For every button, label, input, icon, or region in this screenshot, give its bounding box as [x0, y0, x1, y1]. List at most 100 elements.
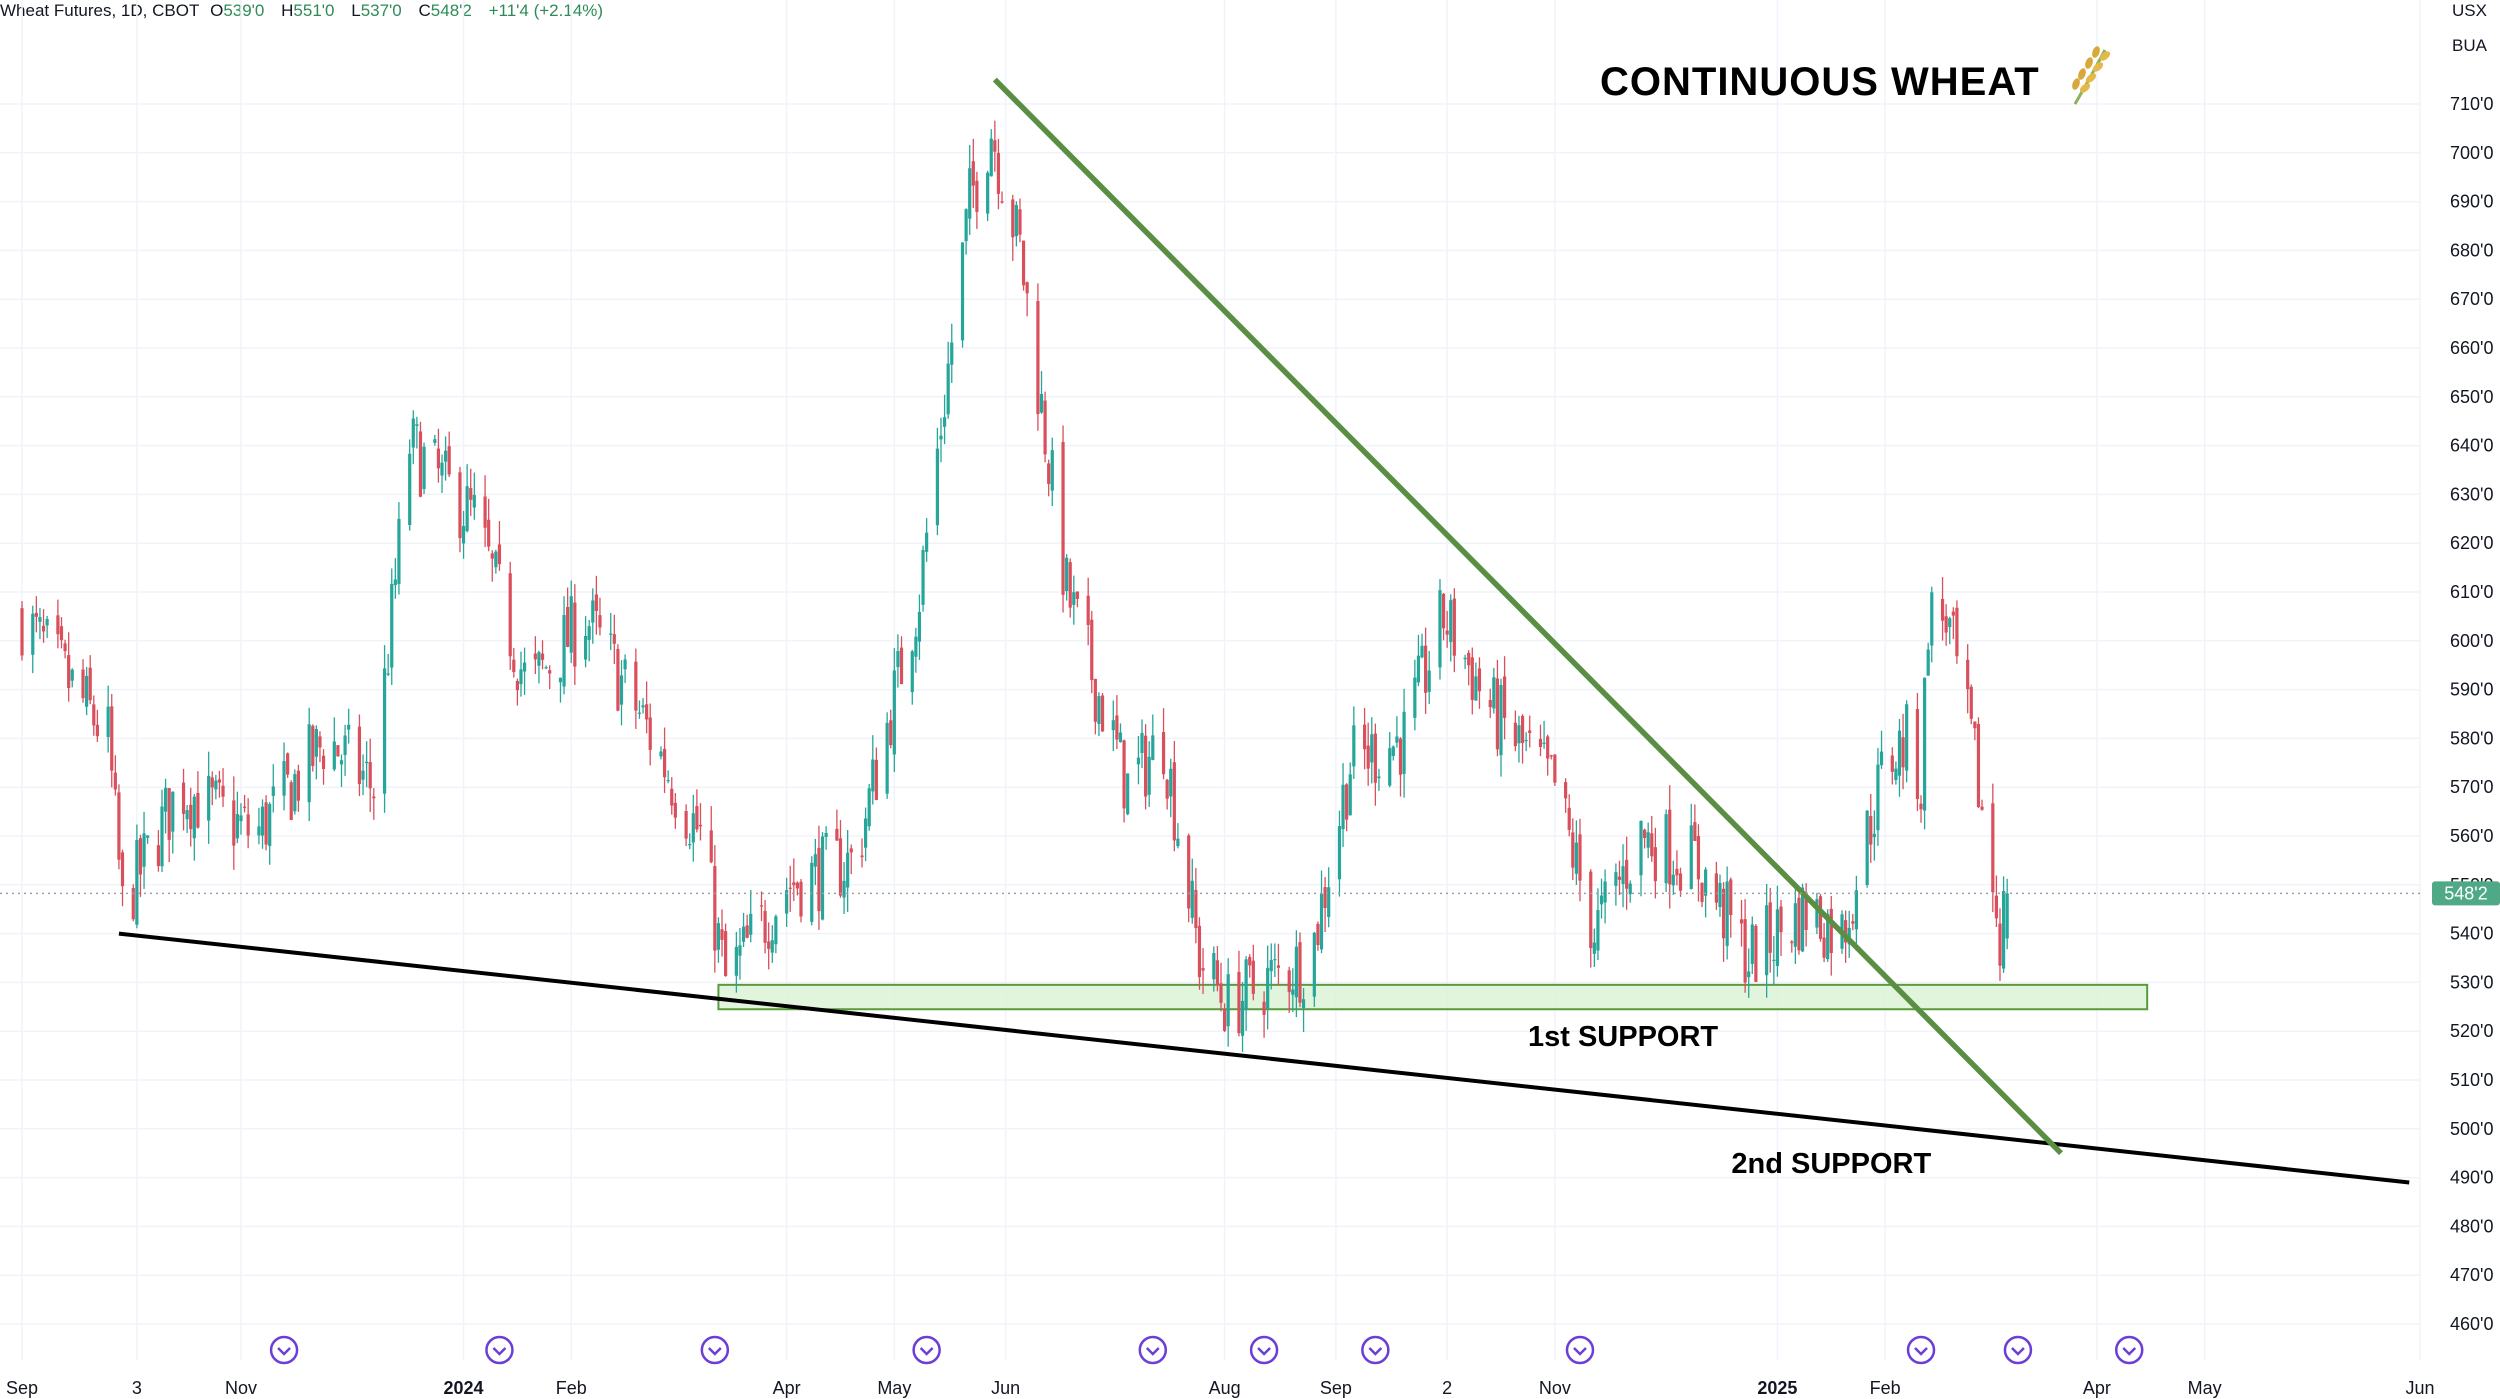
long-term-support-line[interactable]	[118, 931, 2410, 1185]
candle[interactable]	[770, 925, 774, 963]
candle[interactable]	[1222, 1003, 1227, 1033]
candle[interactable]	[156, 830, 161, 872]
candle[interactable]	[871, 735, 875, 805]
candle[interactable]	[1413, 659, 1417, 731]
candle[interactable]	[767, 922, 771, 970]
candle[interactable]	[1930, 586, 1934, 663]
candle[interactable]	[1488, 688, 1492, 718]
candle[interactable]	[1725, 866, 1729, 960]
candle[interactable]	[1955, 600, 1959, 664]
candle[interactable]	[1739, 899, 1744, 947]
candle[interactable]	[519, 651, 523, 697]
candle[interactable]	[1940, 577, 1945, 641]
candle[interactable]	[695, 789, 699, 833]
candle[interactable]	[1093, 678, 1097, 735]
candle[interactable]	[522, 647, 527, 696]
candle[interactable]	[1653, 827, 1657, 899]
candle[interactable]	[960, 242, 965, 348]
candle[interactable]	[63, 639, 67, 659]
candle[interactable]	[1829, 895, 1833, 976]
candle[interactable]	[59, 617, 64, 649]
candle[interactable]	[1047, 459, 1051, 497]
event-marker-icon[interactable]	[485, 1335, 514, 1365]
candle[interactable]	[558, 677, 563, 703]
candle[interactable]	[1463, 654, 1467, 669]
candle[interactable]	[1201, 948, 1205, 994]
candle[interactable]	[1316, 921, 1320, 951]
candle[interactable]	[942, 394, 947, 445]
candle[interactable]	[257, 807, 261, 845]
candle[interactable]	[1915, 693, 1920, 811]
candle[interactable]	[239, 803, 243, 835]
candle[interactable]	[368, 738, 372, 813]
candle[interactable]	[1520, 714, 1525, 764]
candle[interactable]	[1951, 607, 1955, 640]
candle[interactable]	[1765, 884, 1769, 998]
candle[interactable]	[192, 793, 196, 861]
event-marker-icon[interactable]	[700, 1335, 730, 1365]
candle[interactable]	[1212, 946, 1216, 992]
candle[interactable]	[1011, 194, 1015, 261]
candle[interactable]	[1639, 820, 1643, 897]
candle[interactable]	[1625, 836, 1629, 910]
candle[interactable]	[860, 838, 864, 868]
candle[interactable]	[950, 323, 954, 384]
candle[interactable]	[160, 789, 164, 873]
candle[interactable]	[497, 521, 502, 571]
candle[interactable]	[734, 931, 738, 993]
candle[interactable]	[1714, 861, 1718, 910]
candle[interactable]	[813, 838, 817, 886]
candle[interactable]	[896, 634, 900, 688]
candle[interactable]	[792, 858, 796, 901]
candle[interactable]	[339, 754, 344, 787]
price-axis[interactable]: 460'0 470'0 480'0 490'0 500'0 510'0 520'0 530'0…	[2432, 94, 2500, 1334]
candle[interactable]	[343, 724, 347, 776]
candle[interactable]	[1262, 991, 1266, 1038]
candle[interactable]	[591, 588, 595, 644]
candle[interactable]	[1754, 924, 1758, 983]
candle[interactable]	[1165, 778, 1169, 810]
candle[interactable]	[242, 794, 247, 813]
candle[interactable]	[666, 770, 670, 784]
candle[interactable]	[135, 824, 139, 929]
candle[interactable]	[659, 746, 663, 760]
candle[interactable]	[824, 826, 828, 850]
candle[interactable]	[1542, 720, 1546, 749]
candle[interactable]	[260, 799, 265, 849]
candle[interactable]	[465, 464, 469, 533]
candle[interactable]	[1790, 940, 1794, 953]
event-marker-icon[interactable]	[1906, 1335, 1936, 1365]
candle[interactable]	[1704, 867, 1708, 918]
candle[interactable]	[1395, 716, 1399, 748]
candle[interactable]	[720, 909, 724, 957]
candle[interactable]	[1169, 758, 1173, 818]
candle[interactable]	[1251, 944, 1255, 1001]
candle[interactable]	[393, 558, 397, 599]
event-marker-icon[interactable]	[1565, 1335, 1595, 1365]
candle[interactable]	[386, 653, 390, 677]
candle[interactable]	[1176, 823, 1180, 849]
candle[interactable]	[1036, 283, 1040, 431]
candle[interactable]	[864, 807, 868, 862]
candle[interactable]	[1452, 588, 1456, 673]
candle[interactable]	[885, 712, 889, 799]
candle[interactable]	[795, 881, 800, 896]
candle[interactable]	[594, 575, 598, 635]
candle[interactable]	[1075, 591, 1080, 608]
candle[interactable]	[817, 825, 821, 930]
candle[interactable]	[81, 659, 85, 703]
candle[interactable]	[185, 804, 189, 834]
candle[interactable]	[289, 780, 293, 821]
candle[interactable]	[1025, 281, 1029, 317]
candle[interactable]	[1944, 604, 1948, 646]
event-marker-icon[interactable]	[1249, 1335, 1279, 1365]
candle[interactable]	[56, 599, 60, 649]
candle[interactable]	[1373, 723, 1377, 806]
candle[interactable]	[975, 171, 979, 229]
candle[interactable]	[1890, 747, 1894, 785]
candle[interactable]	[1614, 863, 1618, 906]
candle[interactable]	[120, 849, 125, 907]
candle[interactable]	[1973, 721, 1977, 741]
candle[interactable]	[1126, 773, 1130, 816]
